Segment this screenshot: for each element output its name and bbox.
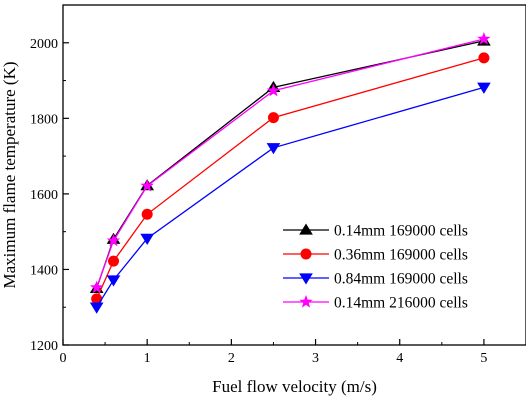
y-tick-label: 2000 <box>30 37 58 52</box>
y-axis-label: Maximum flame temperature (K) <box>0 61 19 288</box>
data-point <box>477 82 491 94</box>
data-point <box>266 83 281 97</box>
legend-label: 0.84mm 169000 cells <box>334 271 468 288</box>
x-tick-label: 1 <box>144 351 151 366</box>
x-axis-label: Fuel flow velocity (m/s) <box>212 377 377 396</box>
data-point <box>106 233 121 247</box>
data-point <box>266 143 281 155</box>
legend-entry: 0.84mm 169000 cells <box>283 271 468 288</box>
x-tick-label: 0 <box>60 351 67 366</box>
data-point <box>477 32 491 45</box>
x-tick-label: 5 <box>480 351 487 366</box>
y-tick-label: 1800 <box>30 112 58 127</box>
legend-entry: 0.14mm 169000 cells <box>283 223 468 240</box>
data-point <box>140 178 154 192</box>
series-4 <box>90 32 491 294</box>
y-tick-label: 1200 <box>30 339 58 354</box>
x-tick-label: 3 <box>312 351 319 366</box>
legend-label: 0.14mm 169000 cells <box>334 223 468 240</box>
legend-marker <box>299 273 313 285</box>
x-tick-label: 2 <box>228 351 235 366</box>
data-point <box>267 112 279 124</box>
series-2 <box>91 52 490 305</box>
data-point <box>108 255 120 267</box>
data-point <box>140 233 155 245</box>
data-point <box>478 52 490 64</box>
legend-entry: 0.36mm 169000 cells <box>283 247 468 264</box>
data-point <box>141 208 153 220</box>
y-tick-label: 1400 <box>30 263 58 278</box>
legend-label: 0.14mm 216000 cells <box>334 295 468 312</box>
plot-frame <box>62 4 526 346</box>
axis-ticks: 0 1 2 3 4 5 1200 1400 1600 1800 2000 <box>30 4 487 366</box>
legend: 0.14mm 169000 cells 0.36mm 169000 cells 0.… <box>283 223 468 312</box>
data-point <box>89 302 104 314</box>
legend-label: 0.36mm 169000 cells <box>334 247 468 264</box>
legend-marker <box>299 295 313 308</box>
series-3 <box>89 82 491 314</box>
legend-marker <box>299 223 313 235</box>
legend-entry: 0.14mm 216000 cells <box>283 295 468 312</box>
series-layer <box>89 32 491 314</box>
legend-marker <box>300 248 312 260</box>
x-tick-label: 4 <box>396 351 403 366</box>
data-point <box>106 275 121 287</box>
y-tick-label: 1600 <box>30 188 58 203</box>
data-point <box>90 280 104 294</box>
